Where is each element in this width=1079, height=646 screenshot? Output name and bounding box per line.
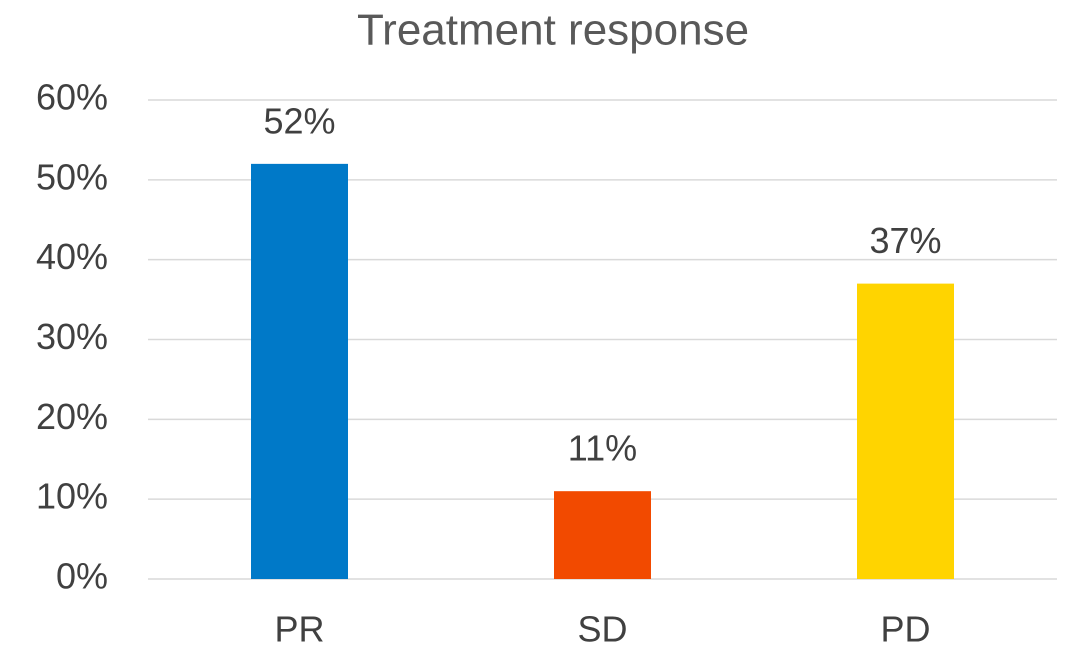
y-tick-label: 30% [36, 316, 108, 357]
y-tick-label: 0% [56, 556, 108, 597]
y-tick-label: 40% [36, 236, 108, 277]
x-tick-label: SD [577, 609, 627, 646]
data-label: 52% [263, 100, 335, 141]
x-tick-label: PD [880, 609, 930, 646]
chart-title: Treatment response [357, 6, 749, 55]
y-tick-label: 60% [36, 77, 108, 118]
bar [251, 163, 348, 579]
data-label: 37% [869, 220, 941, 261]
x-tick-label: PR [274, 609, 324, 646]
data-label: 11% [568, 428, 637, 469]
y-tick-label: 10% [36, 476, 108, 517]
bar [857, 283, 954, 579]
bar [554, 491, 651, 579]
y-tick-label: 20% [36, 396, 108, 437]
y-tick-label: 50% [36, 156, 108, 197]
